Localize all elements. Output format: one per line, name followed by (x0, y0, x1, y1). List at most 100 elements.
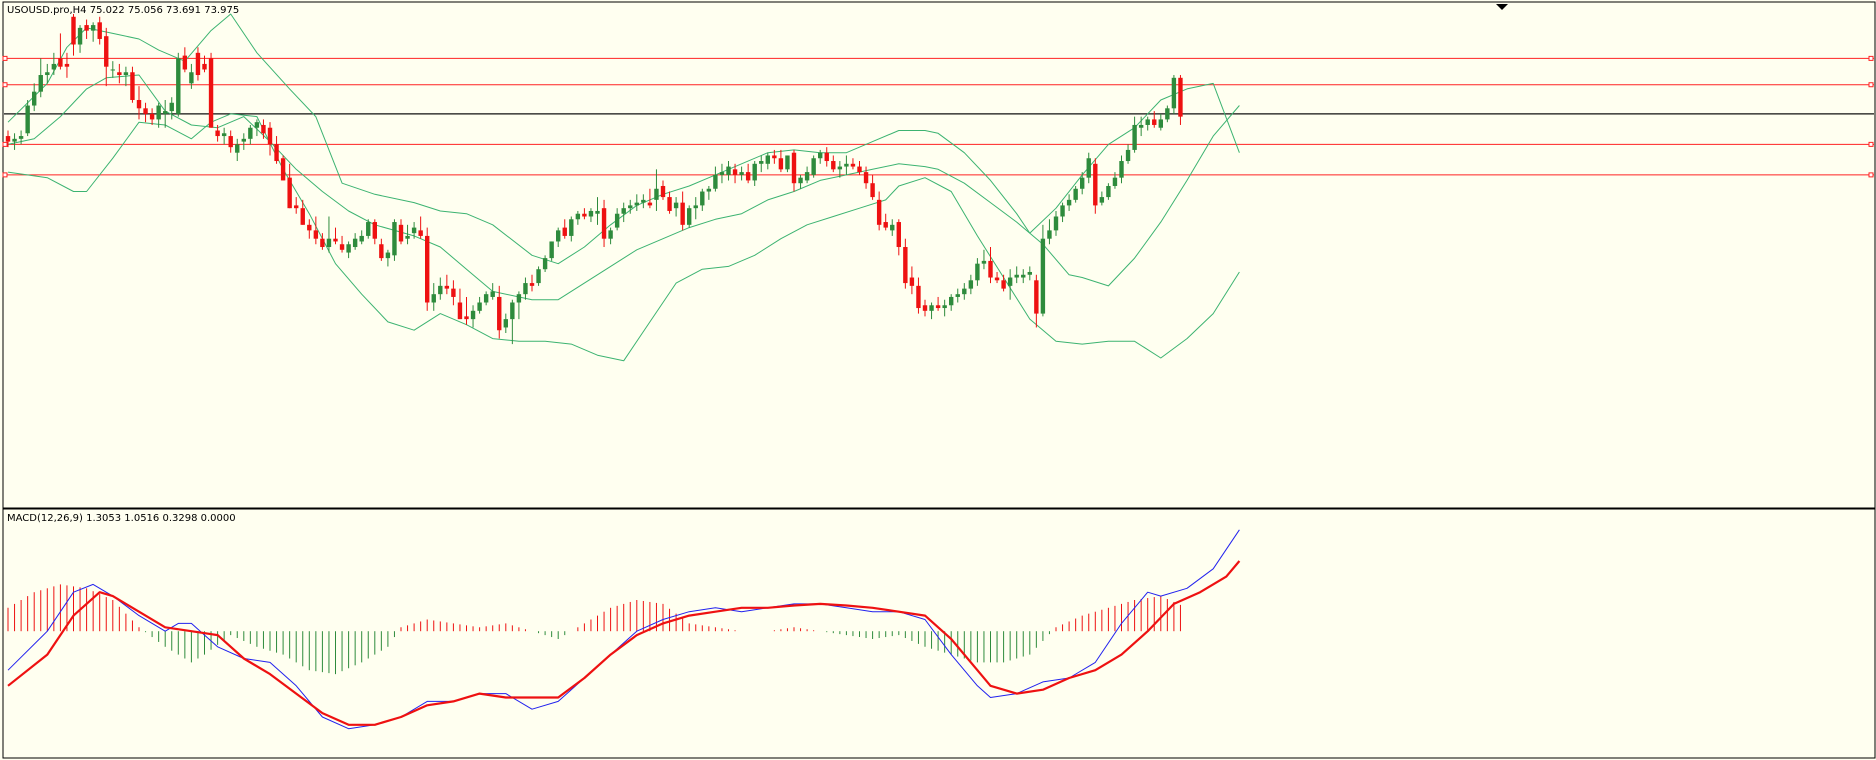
candle (444, 274, 450, 295)
candle (1099, 191, 1105, 206)
candle (25, 99, 30, 137)
bear-candle-body (136, 99, 142, 109)
bull-candle-body (1040, 238, 1046, 314)
bull-candle-body (18, 136, 24, 139)
symbol-label: USOUSD.pro,H4 (7, 5, 87, 16)
bear-candle-body (562, 227, 567, 236)
candle (130, 66, 135, 103)
candle (673, 197, 679, 217)
candle (614, 208, 620, 231)
bull-candle-body (693, 205, 698, 209)
bear-candle-body (104, 36, 109, 67)
candle (811, 155, 816, 178)
bear-candle-body (267, 127, 273, 145)
bear-candle-body (313, 230, 319, 239)
candle (1152, 111, 1157, 128)
candle (261, 119, 266, 139)
bull-candle-body (654, 188, 659, 200)
candle (1086, 152, 1091, 184)
candle (988, 247, 993, 284)
bull-candle-body (385, 252, 391, 259)
candle (575, 210, 581, 225)
level-handle-left (2, 141, 8, 147)
bear-candle-body (857, 166, 862, 173)
bull-candle-body (785, 155, 790, 170)
bear-candle-body (824, 152, 829, 162)
bull-candle-body (837, 166, 843, 170)
macd-line (7, 529, 1240, 730)
candle (307, 219, 312, 239)
bear-candle-body (601, 208, 607, 239)
candle (778, 149, 784, 173)
bull-candle-body (346, 244, 351, 253)
bear-candle-body (444, 285, 450, 289)
bull-candle-body (248, 127, 253, 139)
candle (516, 291, 522, 320)
bull-candle-body (221, 133, 227, 137)
bear-candle-body (903, 247, 908, 284)
candle (641, 194, 646, 209)
level-handle-right (1868, 172, 1874, 178)
shift-marker-icon[interactable] (1496, 4, 1508, 10)
candle (385, 249, 391, 267)
bull-candle-body (556, 230, 561, 242)
candle (352, 233, 358, 250)
bull-candle-body (189, 72, 194, 84)
candle (366, 219, 371, 239)
bull-candle-body (1158, 119, 1163, 128)
candle (654, 169, 659, 211)
candle (1066, 194, 1072, 211)
bear-candle-body (1034, 280, 1039, 314)
candle (483, 291, 489, 306)
candle (994, 271, 1000, 284)
candle (1027, 266, 1032, 281)
candle (929, 302, 934, 320)
bull-candle-body (411, 227, 417, 234)
bull-candle-body (1099, 197, 1105, 203)
bear-candle-body (398, 224, 404, 242)
price-panel-frame (2, 1, 1876, 509)
candle (739, 166, 744, 181)
candle (418, 216, 423, 239)
candle (732, 163, 738, 184)
candle (1021, 269, 1026, 284)
bull-candle-body (706, 188, 712, 192)
candle (405, 224, 410, 245)
bull-candle-body (503, 319, 508, 328)
candle (1132, 116, 1137, 153)
bull-candle-body (1021, 274, 1026, 278)
level-handle-left (2, 172, 8, 178)
candle (372, 219, 377, 245)
candle (798, 174, 803, 189)
candle (451, 280, 456, 306)
bull-candle-body (1138, 124, 1144, 128)
candle (1047, 219, 1052, 245)
bull-candle-body (1007, 277, 1013, 286)
candle (608, 227, 613, 245)
bull-candle-body (51, 63, 57, 70)
bull-candle-body (542, 258, 548, 270)
bull-candle-body (1027, 271, 1032, 275)
bull-candle-body (1165, 108, 1170, 120)
candle (359, 230, 364, 245)
candle (267, 122, 273, 156)
bull-candle-body (477, 302, 482, 311)
bear-candle-body (300, 208, 305, 225)
bull-candle-body (483, 294, 489, 303)
candle (156, 102, 161, 128)
bull-candle-body (1112, 177, 1118, 186)
bull-candle-body (12, 138, 17, 142)
candle (536, 266, 541, 286)
bear-candle-body (287, 177, 292, 209)
macd-panel-label: MACD(12,26,9) 1.3053 1.0516 0.3298 0.000… (7, 513, 236, 524)
bear-candle-body (280, 158, 286, 181)
candle (300, 199, 305, 225)
candle (411, 222, 417, 239)
candle (477, 296, 482, 314)
bear-candle-body (1001, 280, 1006, 289)
candle (110, 61, 115, 78)
candle (32, 83, 37, 112)
bear-candle-body (791, 152, 797, 184)
